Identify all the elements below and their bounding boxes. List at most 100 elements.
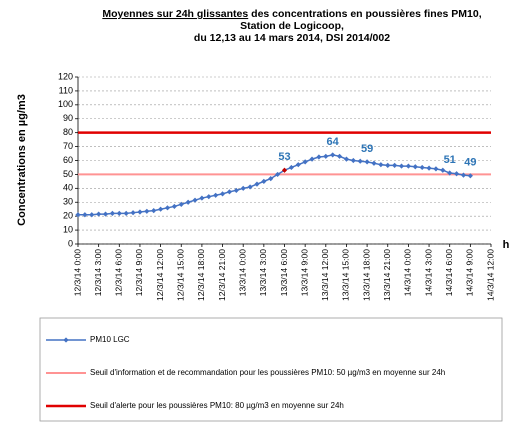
x-tick-label: 13/3/14 6:00 [279, 249, 289, 297]
data-point [440, 167, 446, 173]
data-point [378, 162, 384, 168]
y-tick-label: 80 [63, 127, 73, 137]
data-point [343, 156, 350, 162]
y-tick-label: 40 [63, 183, 73, 193]
data-point [467, 173, 473, 179]
data-point [281, 167, 288, 173]
data-point [330, 152, 336, 158]
data-label: 51 [444, 154, 456, 166]
data-point [96, 211, 102, 217]
data-point [350, 157, 356, 164]
x-tick-label: 13/3/14 3:00 [258, 249, 268, 297]
data-point [336, 153, 343, 159]
data-point [213, 192, 219, 198]
chart-title: Moyennes sur 24h glissantes des concentr… [102, 8, 481, 20]
y-tick-label: 100 [58, 99, 73, 109]
x-axis-label: h [503, 239, 510, 251]
y-tick-label: 30 [63, 197, 73, 207]
legend-label: Seuil d'alerte pour les poussières PM10:… [90, 401, 344, 410]
data-point [137, 209, 143, 215]
data-point [89, 212, 95, 218]
data-point [261, 178, 267, 184]
data-point [219, 191, 226, 197]
data-point [275, 171, 281, 178]
data-point [151, 208, 157, 214]
data-point [433, 166, 439, 172]
title-part: Moyennes sur 24h glissantes [102, 8, 248, 20]
data-point [288, 164, 294, 171]
x-tick-label: 12/3/14 18:00 [196, 249, 206, 301]
x-tick-label: 14/3/14 9:00 [465, 249, 475, 297]
y-tick-label: 60 [63, 155, 73, 165]
data-point [371, 160, 377, 166]
data-point [144, 208, 150, 214]
title-part: du 12,13 au 14 mars 2014, DSI 2014/002 [194, 32, 390, 44]
y-tick-label: 0 [68, 238, 73, 248]
data-point [412, 164, 418, 170]
data-point [123, 210, 129, 216]
data-label: 59 [361, 143, 373, 155]
data-point [75, 212, 81, 218]
legend-marker [63, 337, 69, 343]
x-tick-label: 14/3/14 12:00 [485, 249, 495, 301]
data-label: 53 [278, 151, 290, 163]
data-label: 49 [464, 157, 476, 169]
data-point [426, 165, 432, 171]
x-tick-label: 13/3/14 15:00 [341, 249, 351, 301]
data-point [309, 156, 315, 162]
data-point [130, 210, 136, 216]
data-point [268, 175, 274, 182]
x-tick-label: 13/3/14 18:00 [361, 249, 371, 301]
y-tick-label: 120 [58, 71, 73, 81]
data-point [357, 158, 363, 164]
data-point [102, 211, 109, 217]
x-tick-label: 12/3/14 3:00 [93, 249, 103, 297]
title-part: Station de Logicoop, [240, 20, 344, 32]
x-tick-label: 12/3/14 9:00 [134, 249, 144, 297]
data-point [199, 195, 205, 201]
x-tick-label: 13/3/14 0:00 [237, 249, 247, 297]
data-point [295, 162, 301, 168]
data-point [82, 212, 88, 218]
y-tick-label: 70 [63, 141, 73, 151]
y-tick-label: 90 [63, 113, 73, 123]
data-point [233, 187, 239, 194]
x-tick-label: 13/3/14 12:00 [320, 249, 330, 301]
y-tick-label: 20 [63, 211, 73, 221]
x-tick-label: 12/3/14 21:00 [217, 249, 227, 301]
data-point [323, 153, 329, 159]
data-point [206, 194, 212, 200]
y-tick-label: 110 [59, 85, 73, 95]
legend-box [39, 317, 503, 422]
data-point [447, 170, 453, 176]
x-tick-label: 14/3/14 0:00 [403, 249, 413, 297]
data-point [116, 210, 122, 216]
series-line [78, 154, 471, 216]
data-point [302, 159, 308, 165]
data-point [316, 154, 322, 160]
data-point [392, 162, 398, 168]
x-tick-label: 12/3/14 0:00 [72, 249, 82, 297]
data-point [178, 201, 184, 207]
title-part: des concentrations en poussières fines P… [248, 8, 481, 20]
data-point [226, 189, 233, 195]
y-tick-label: 10 [63, 224, 73, 234]
data-point [419, 164, 425, 171]
data-point [254, 181, 260, 187]
legend-label: Seuil d'information et de recommandation… [90, 368, 445, 377]
data-point [240, 185, 246, 191]
x-tick-label: 14/3/14 6:00 [444, 249, 454, 297]
data-point [453, 171, 460, 177]
data-point [460, 172, 467, 178]
data-label: 64 [327, 136, 340, 148]
chart-title: du 12,13 au 14 mars 2014, DSI 2014/002 [194, 32, 390, 44]
x-tick-label: 14/3/14 3:00 [423, 249, 433, 297]
x-tick-label: 12/3/14 12:00 [155, 249, 165, 301]
y-tick-label: 50 [63, 169, 73, 179]
data-point [385, 162, 391, 168]
x-tick-label: 12/3/14 15:00 [176, 249, 186, 301]
data-point [247, 184, 253, 190]
data-point [364, 159, 370, 165]
data-point [398, 163, 405, 169]
